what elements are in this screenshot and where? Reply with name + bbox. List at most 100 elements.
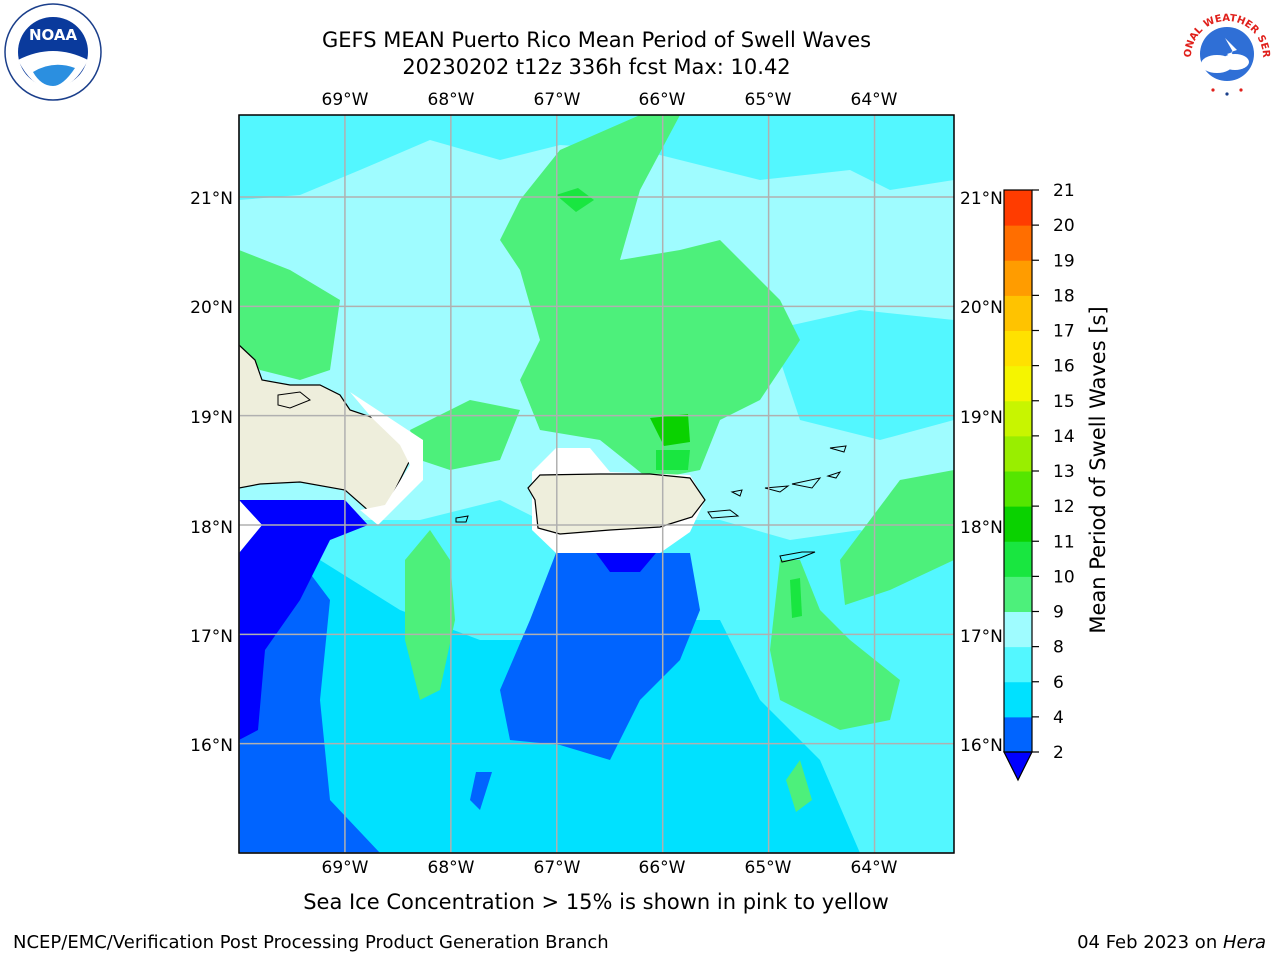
island-anegada — [829, 445, 847, 453]
colorbar-tick-label: 6 — [1053, 673, 1064, 693]
colorbar-tick-label: 15 — [1053, 392, 1075, 412]
field-10-11s-east-pr — [650, 414, 690, 446]
colorbar-tick-label: 13 — [1053, 462, 1075, 482]
land-mask-hispaniola — [350, 392, 423, 525]
colorbar-tick-label: 10 — [1053, 567, 1075, 587]
colorbar-under-triangle — [1003, 751, 1033, 782]
colorbar-tick-label: 4 — [1053, 708, 1064, 728]
lat-label-right: 16°N — [960, 736, 1003, 756]
field-below-2s-south — [596, 553, 656, 572]
field-9-10s-mona — [405, 530, 455, 700]
colorbar-tick-label: 17 — [1053, 322, 1075, 342]
colorbar-tick-label: 14 — [1053, 427, 1075, 447]
lon-label-top: 66°W — [639, 90, 686, 110]
field-10-11s-south — [790, 578, 802, 618]
island-virgin-gorda — [826, 471, 842, 479]
colorbar-block — [1004, 435, 1032, 472]
lon-label-bottom: 65°W — [745, 858, 792, 878]
lat-label-right: 19°N — [960, 408, 1003, 428]
colorbar-tick-label: 21 — [1053, 181, 1075, 201]
colorbar-block — [1004, 611, 1032, 648]
lat-label-left: 18°N — [190, 518, 233, 538]
lat-label-right: 17°N — [960, 627, 1003, 647]
lat-label-left: 21°N — [190, 189, 233, 209]
colorbar-block — [1004, 646, 1032, 683]
field-9-10s-southeast — [770, 560, 900, 730]
island-st-croix — [779, 551, 816, 563]
noaa-logo: NOAA — [4, 3, 102, 101]
colorbar-label: Mean Period of Swell Waves [s] — [1086, 306, 1110, 633]
colorbar-blocks — [1004, 190, 1032, 753]
lon-label-bottom: 66°W — [639, 858, 686, 878]
field-6-8s-north — [239, 115, 954, 200]
lon-label-top: 67°W — [534, 90, 581, 110]
island-outline — [277, 391, 311, 409]
field-10-11s-east-pr-2 — [656, 450, 690, 470]
field-9-10s-east — [840, 470, 954, 605]
field-9-10s-south-patch — [786, 760, 812, 812]
nws-logo: NATIONAL WEATHER SERVICE — [1177, 2, 1275, 100]
colorbar-ticks: 2 4 6 8 9 10 11 12 13 14 15 16 17 18 19 20 21 — [1032, 181, 1075, 763]
svg-text:NOAA: NOAA — [29, 26, 78, 44]
lat-label-left: 20°N — [190, 298, 233, 318]
chart-subtitle: 20230202 t12z 336h fcst Max: 10.42 — [402, 55, 791, 79]
colorbar-block — [1004, 541, 1032, 577]
colorbar-block — [1004, 576, 1032, 612]
lon-label-bottom: 68°W — [428, 858, 475, 878]
sea-ice-note: Sea Ice Concentration > 15% is shown in … — [303, 890, 889, 914]
colorbar-block — [1004, 260, 1032, 296]
colorbar-block — [1004, 716, 1032, 753]
field-9-10s-north-pr — [410, 400, 520, 470]
lat-label-right: 18°N — [960, 518, 1003, 538]
lon-label-top: 69°W — [322, 90, 369, 110]
colorbar-tick-label: 19 — [1053, 251, 1075, 271]
land-mask-west — [239, 500, 262, 553]
lon-label-bottom: 67°W — [534, 858, 581, 878]
field-9-10s-west — [239, 250, 340, 380]
colorbar-block — [1004, 400, 1032, 437]
colorbar-block — [1004, 471, 1032, 507]
colorbar-block — [1004, 190, 1032, 226]
lat-label-left: 19°N — [190, 408, 233, 428]
lon-label-bottom: 69°W — [322, 858, 369, 878]
colorbar-block — [1004, 365, 1032, 402]
colorbar-block — [1004, 506, 1032, 542]
island-st-john-tortola — [791, 477, 822, 489]
colorbar-tick-label: 16 — [1053, 357, 1075, 377]
field-2-4s-patch — [470, 772, 492, 810]
colorbar-block — [1004, 225, 1032, 261]
colorbar-tick-label: 8 — [1053, 638, 1064, 658]
footer-date-text: 04 Feb 2023 on — [1077, 932, 1223, 953]
field-2-4s-south — [500, 553, 700, 760]
field-below-2s — [239, 500, 368, 740]
island-st-thomas — [764, 485, 790, 493]
footer-date: 04 Feb 2023 on Hera — [1077, 932, 1266, 953]
colorbar-tick-label: 12 — [1053, 497, 1075, 517]
colorbar-tick-label: 20 — [1053, 216, 1075, 236]
colorbar-tick-label: 2 — [1053, 743, 1064, 763]
lon-label-top: 68°W — [428, 90, 475, 110]
map-frame — [238, 114, 955, 854]
island-mona — [455, 515, 469, 523]
footer-machine: Hera — [1222, 932, 1266, 953]
footer-branch: NCEP/EMC/Verification Post Processing Pr… — [13, 932, 609, 953]
lat-label-left: 16°N — [190, 736, 233, 756]
colorbar-tick-label: 11 — [1053, 532, 1075, 552]
field-6-8s-east — [770, 310, 954, 440]
lat-label-right: 20°N — [960, 298, 1003, 318]
lat-label-right: 21°N — [960, 189, 1003, 209]
lon-label-top: 64°W — [851, 90, 898, 110]
field-10-11s-north — [556, 188, 594, 212]
colorbar-block — [1004, 330, 1032, 367]
colorbar-tick-label: 9 — [1053, 603, 1064, 623]
lat-label-left: 17°N — [190, 627, 233, 647]
lon-label-bottom: 64°W — [851, 858, 898, 878]
chart-title: GEFS MEAN Puerto Rico Mean Period of Swe… — [321, 28, 872, 52]
puerto-rico-land — [527, 473, 706, 535]
colorbar-tick-label: 18 — [1053, 286, 1075, 306]
island-vieques — [707, 509, 740, 519]
colorbar-block — [1004, 681, 1032, 718]
colorbar-block — [1004, 295, 1032, 331]
